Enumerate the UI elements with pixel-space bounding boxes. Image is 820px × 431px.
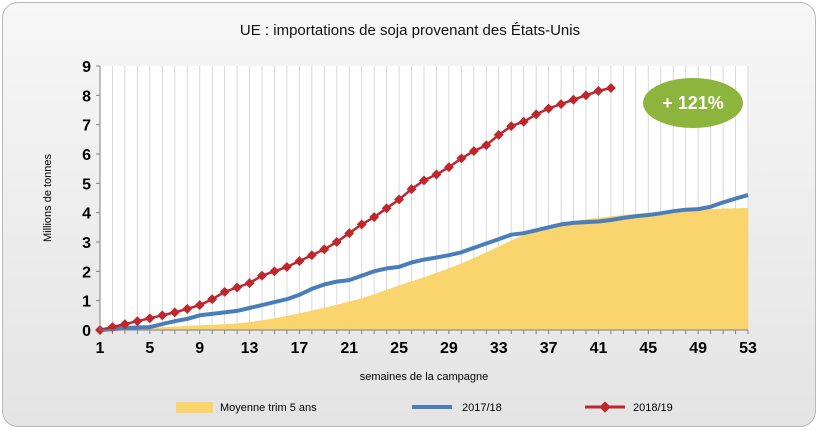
chart-title: UE : importations de soja provenant des … bbox=[239, 22, 581, 39]
y-tick-labels: 0 1 2 3 4 5 6 7 8 9 bbox=[82, 59, 91, 340]
line-series-1 bbox=[99, 193, 749, 332]
x-tick-label-37: 37 bbox=[540, 340, 558, 357]
legend-label-average: Moyenne trim 5 ans bbox=[220, 402, 317, 414]
marker-series-2-32 bbox=[481, 140, 492, 151]
y-axis-label: Millions de tonnes bbox=[42, 153, 54, 242]
x-tick-label-5: 5 bbox=[145, 340, 154, 357]
y-tick-label-0: 0 bbox=[82, 323, 91, 340]
marker-series-2-20 bbox=[331, 237, 342, 247]
legend-label-2017-18: 2017/18 bbox=[462, 402, 502, 414]
x-tick-labels: 1 5 9 13 17 21 25 29 33 37 41 45 49 53 bbox=[96, 340, 757, 357]
marker-series-2-9 bbox=[194, 300, 205, 311]
x-axis-label: semaines de la campagne bbox=[360, 371, 488, 383]
y-tick-label-4: 4 bbox=[82, 206, 91, 223]
marker-series-2-23 bbox=[369, 212, 380, 222]
legend-swatch-average bbox=[176, 402, 213, 413]
annotation-badge: + 121% bbox=[643, 78, 743, 128]
marker-series-2-5 bbox=[144, 313, 155, 324]
y-tick-label-1: 1 bbox=[82, 294, 91, 311]
marker-series-2-31 bbox=[468, 146, 479, 157]
x-tick-label-29: 29 bbox=[440, 340, 458, 357]
x-tick-label-17: 17 bbox=[290, 340, 308, 357]
area-series-0 bbox=[100, 208, 748, 330]
marker-series-2-33 bbox=[493, 129, 504, 140]
legend-marker-2018-19 bbox=[599, 401, 611, 413]
y-tick-label-2: 2 bbox=[82, 264, 91, 281]
marker-series-2-10 bbox=[207, 294, 218, 305]
marker-series-2-15 bbox=[269, 266, 280, 277]
y-tick-label-6: 6 bbox=[82, 147, 91, 164]
marker-series-2-16 bbox=[281, 261, 292, 272]
x-tick-label-45: 45 bbox=[639, 340, 657, 357]
marker-series-2-25 bbox=[394, 194, 405, 205]
y-tick-label-5: 5 bbox=[82, 176, 91, 193]
marker-series-2-29 bbox=[443, 162, 454, 173]
x-tick-label-9: 9 bbox=[195, 340, 204, 357]
legend-label-2018-19: 2018/19 bbox=[633, 402, 673, 414]
marker-series-2-37 bbox=[543, 103, 554, 114]
marker-series-2-40 bbox=[581, 90, 591, 101]
marker-series-2-30 bbox=[456, 153, 467, 164]
x-tick-label-13: 13 bbox=[241, 340, 259, 357]
marker-series-2-28 bbox=[431, 169, 442, 180]
area-series bbox=[100, 208, 748, 330]
x-tick-label-25: 25 bbox=[390, 340, 408, 357]
marker-series-2-22 bbox=[356, 219, 367, 230]
marker-series-2-26 bbox=[406, 184, 417, 195]
legend: Moyenne trim 5 ans 2017/18 2018/19 bbox=[176, 401, 673, 414]
x-tick-label-49: 49 bbox=[689, 340, 707, 357]
y-tick-label-8: 8 bbox=[82, 88, 91, 105]
marker-series-2-4 bbox=[132, 316, 143, 327]
y-tick-label-9: 9 bbox=[82, 59, 91, 76]
y-tick-label-3: 3 bbox=[82, 235, 91, 252]
x-tick-label-33: 33 bbox=[490, 340, 508, 357]
x-tick-label-1: 1 bbox=[96, 340, 105, 357]
x-tick-label-41: 41 bbox=[590, 340, 608, 357]
x-tick-label-21: 21 bbox=[340, 340, 358, 357]
annotation-text: + 121% bbox=[662, 93, 724, 113]
marker-series-2-13 bbox=[244, 278, 255, 289]
marker-series-2-17 bbox=[294, 256, 305, 267]
marker-series-2-27 bbox=[419, 175, 429, 186]
y-tick-label-7: 7 bbox=[82, 118, 91, 135]
marker-series-2-11 bbox=[219, 286, 230, 297]
marker-series-2-21 bbox=[344, 228, 355, 239]
annotation-ellipse bbox=[643, 78, 743, 128]
x-tick-label-53: 53 bbox=[739, 340, 757, 357]
